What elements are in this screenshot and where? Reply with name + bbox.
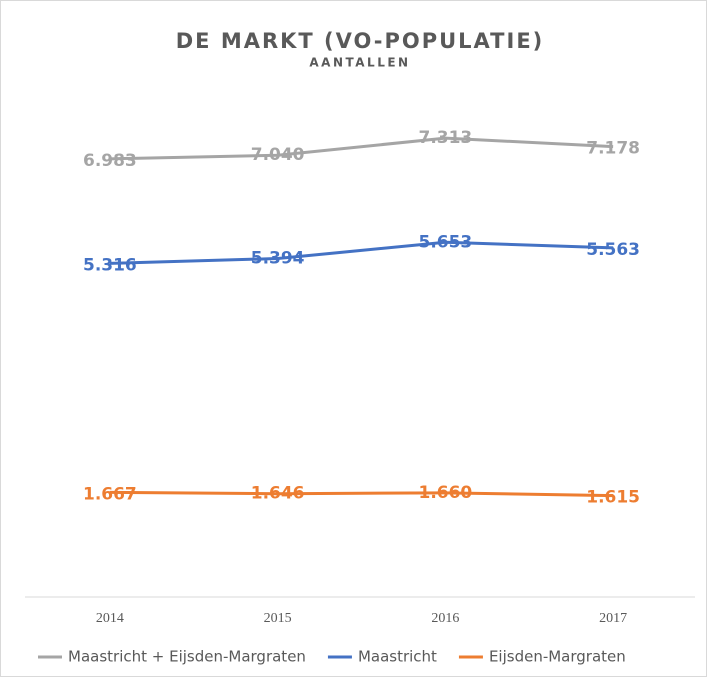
series-line	[109, 490, 614, 498]
data-label: 1.660	[418, 483, 472, 503]
legend-label: Maastricht	[358, 648, 437, 666]
data-label: 5.563	[586, 240, 640, 260]
chart-subtitle: AANTALLEN	[309, 56, 410, 70]
x-tick-label: 2015	[264, 611, 292, 626]
series-line	[109, 240, 614, 265]
data-label: 7.313	[418, 128, 472, 148]
data-label: 1.646	[251, 484, 305, 504]
series-line	[109, 136, 614, 161]
data-label: 5.653	[418, 232, 472, 252]
data-label: 5.316	[83, 255, 137, 275]
chart-title: DE MARKT (VO-POPULATIE)	[176, 29, 545, 53]
x-tick-label: 2016	[431, 611, 459, 626]
data-label: 7.040	[251, 145, 305, 165]
legend-label: Maastricht + Eijsden-Margraten	[68, 648, 306, 666]
x-tick-label: 2017	[599, 611, 627, 626]
x-tick-label: 2014	[96, 611, 124, 626]
legend-label: Eijsden-Margraten	[489, 648, 626, 666]
data-label: 7.178	[586, 139, 640, 159]
data-label: 1.667	[83, 484, 137, 504]
data-label: 5.394	[251, 249, 305, 269]
data-label: 6.983	[83, 151, 137, 171]
data-label: 1.615	[586, 488, 640, 508]
